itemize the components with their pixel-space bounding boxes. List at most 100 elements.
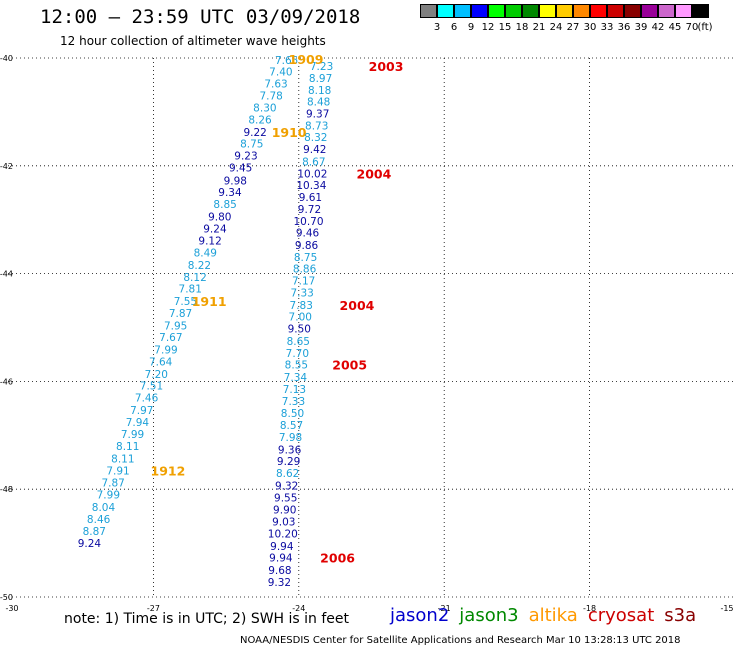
scale-label: 45 (668, 22, 682, 33)
wave-height-point-altika: 9.45 (229, 162, 252, 174)
x-tick-label: -21 (438, 604, 451, 613)
scale-label: 3 (433, 22, 441, 33)
wave-height-point-cryosat: 8.62 (276, 468, 299, 480)
wave-height-point-altika: 7.63 (264, 78, 287, 90)
wave-height-point-altika: 9.24 (78, 538, 102, 550)
wave-height-point-altika: 7.99 (97, 490, 120, 502)
axis-layer: -40 -42 -44 -46 -48 -50 -30 -27 -24 -21 -18 -15 (0, 54, 734, 613)
y-tick-label: -44 (0, 270, 13, 279)
y-tick-label: -50 (0, 593, 13, 602)
scale-label: 30 (583, 22, 597, 33)
scale-label: 15 (498, 22, 512, 33)
y-tick-label: -46 (0, 377, 13, 386)
wave-height-point-cryosat: 8.48 (307, 97, 330, 109)
wave-height-point-cryosat: 7.83 (290, 300, 313, 312)
scale-color-box (420, 4, 437, 18)
wave-height-point-altika: 7.87 (101, 478, 124, 490)
time-label-altika: 1911 (192, 294, 227, 309)
wave-height-point-altika: 7.95 (164, 320, 187, 332)
scale-label: 36 (617, 22, 631, 33)
wave-height-point-altika: 7.99 (154, 345, 177, 357)
time-label-altika: 1910 (272, 125, 307, 140)
wave-height-point-cryosat: 9.94 (270, 541, 294, 553)
scale-label: 6 (450, 22, 458, 33)
wave-height-point-altika: 7.91 (106, 465, 129, 477)
wave-height-point-cryosat: 8.32 (304, 132, 327, 144)
wave-height-point-altika: 7.87 (169, 308, 192, 320)
scale-color-box (454, 4, 471, 18)
wave-height-point-altika: 8.11 (111, 453, 134, 465)
scale-label: 18 (515, 22, 529, 33)
wave-height-point-altika: 7.81 (179, 284, 202, 296)
wave-height-point-cryosat: 9.29 (277, 456, 300, 468)
time-label-altika: 1909 (289, 52, 324, 67)
scale-color-box (505, 4, 522, 18)
scale-color-box (539, 4, 556, 18)
wave-height-point-altika: 8.30 (253, 103, 276, 115)
wave-height-point-altika: 8.04 (92, 502, 116, 514)
wave-height-point-cryosat: 7.33 (282, 396, 305, 408)
legend-item-jason2: jason2 (390, 605, 450, 626)
wave-height-point-altika: 7.65 (275, 55, 298, 67)
wave-height-point-cryosat: 8.55 (285, 360, 308, 372)
wave-height-point-cryosat: 9.50 (288, 324, 311, 336)
wave-height-point-cryosat: 10.02 (297, 168, 327, 180)
wave-height-point-altika: 7.51 (140, 381, 163, 393)
wave-height-point-altika: 7.46 (135, 393, 159, 405)
legend-item-cryosat: cryosat (587, 605, 655, 626)
scale-color-box (590, 4, 607, 18)
legend-item-jason3: jason3 (459, 605, 519, 626)
wave-height-point-altika: 7.40 (269, 66, 292, 78)
scale-unit: (ft) (697, 22, 713, 33)
wave-height-point-altika: 8.87 (83, 526, 106, 538)
wave-height-point-altika: 9.22 (243, 127, 266, 139)
chart-subtitle: 12 hour collection of altimeter wave hei… (60, 34, 326, 48)
wave-height-point-cryosat: 7.23 (310, 61, 333, 73)
wave-height-point-cryosat: 8.18 (308, 85, 331, 97)
wave-height-point-cryosat: 10.20 (268, 528, 298, 540)
wave-height-point-altika: 7.67 (159, 332, 182, 344)
time-label-cryosat: 2004 (357, 166, 392, 181)
time-label-cryosat: 2005 (332, 358, 367, 373)
wave-height-point-cryosat: 9.42 (303, 144, 326, 156)
x-tick-label: -15 (720, 604, 733, 613)
wave-height-point-cryosat: 9.32 (275, 480, 298, 492)
scale-color-box (607, 4, 624, 18)
scale-color-box (437, 4, 454, 18)
wave-height-point-altika: 7.97 (130, 405, 153, 417)
satellite-legend: jason2 jason3 altika cryosat s3a (390, 605, 706, 626)
y-tick-label: -42 (0, 162, 13, 171)
wave-height-point-altika: 8.49 (194, 248, 217, 260)
wave-height-point-cryosat: 10.34 (296, 180, 326, 192)
wave-height-point-cryosat: 8.57 (280, 420, 303, 432)
scale-color-box (573, 4, 590, 18)
scale-label: 21 (532, 22, 546, 33)
wave-height-point-cryosat: 9.55 (274, 492, 297, 504)
wave-height-point-cryosat: 9.94 (269, 553, 293, 565)
time-label-cryosat: 2006 (320, 551, 355, 566)
wave-height-point-cryosat: 9.36 (278, 444, 302, 456)
scale-label: 9 (467, 22, 475, 33)
wave-height-point-altika: 8.11 (116, 441, 139, 453)
scale-label: 39 (634, 22, 648, 33)
wave-height-point-cryosat: 7.34 (284, 372, 308, 384)
wave-height-point-cryosat: 7.00 (289, 312, 312, 324)
scale-color-box (556, 4, 573, 18)
x-tick-label: -18 (583, 604, 596, 613)
scale-label: 12 (481, 22, 495, 33)
wave-height-point-cryosat: 8.67 (302, 156, 325, 168)
wave-height-point-altika: 7.20 (145, 369, 168, 381)
x-tick-label: -27 (147, 604, 160, 613)
note-text: note: 1) Time is in UTC; 2) SWH is in fe… (64, 611, 350, 627)
y-tick-label: -48 (0, 485, 13, 494)
wave-height-point-cryosat: 9.90 (273, 505, 296, 517)
wave-height-point-altika: 7.78 (259, 91, 282, 103)
wave-height-point-cryosat: 7.98 (279, 432, 302, 444)
wave-height-point-cryosat: 8.86 (293, 264, 317, 276)
wave-height-point-altika: 9.12 (198, 236, 221, 248)
wave-height-point-altika: 9.80 (208, 211, 231, 223)
wave-height-point-cryosat: 9.72 (298, 204, 321, 216)
time-label-altika: 1912 (151, 463, 186, 478)
wave-height-point-altika: 8.85 (213, 199, 236, 211)
wave-height-point-altika: 8.22 (188, 260, 211, 272)
